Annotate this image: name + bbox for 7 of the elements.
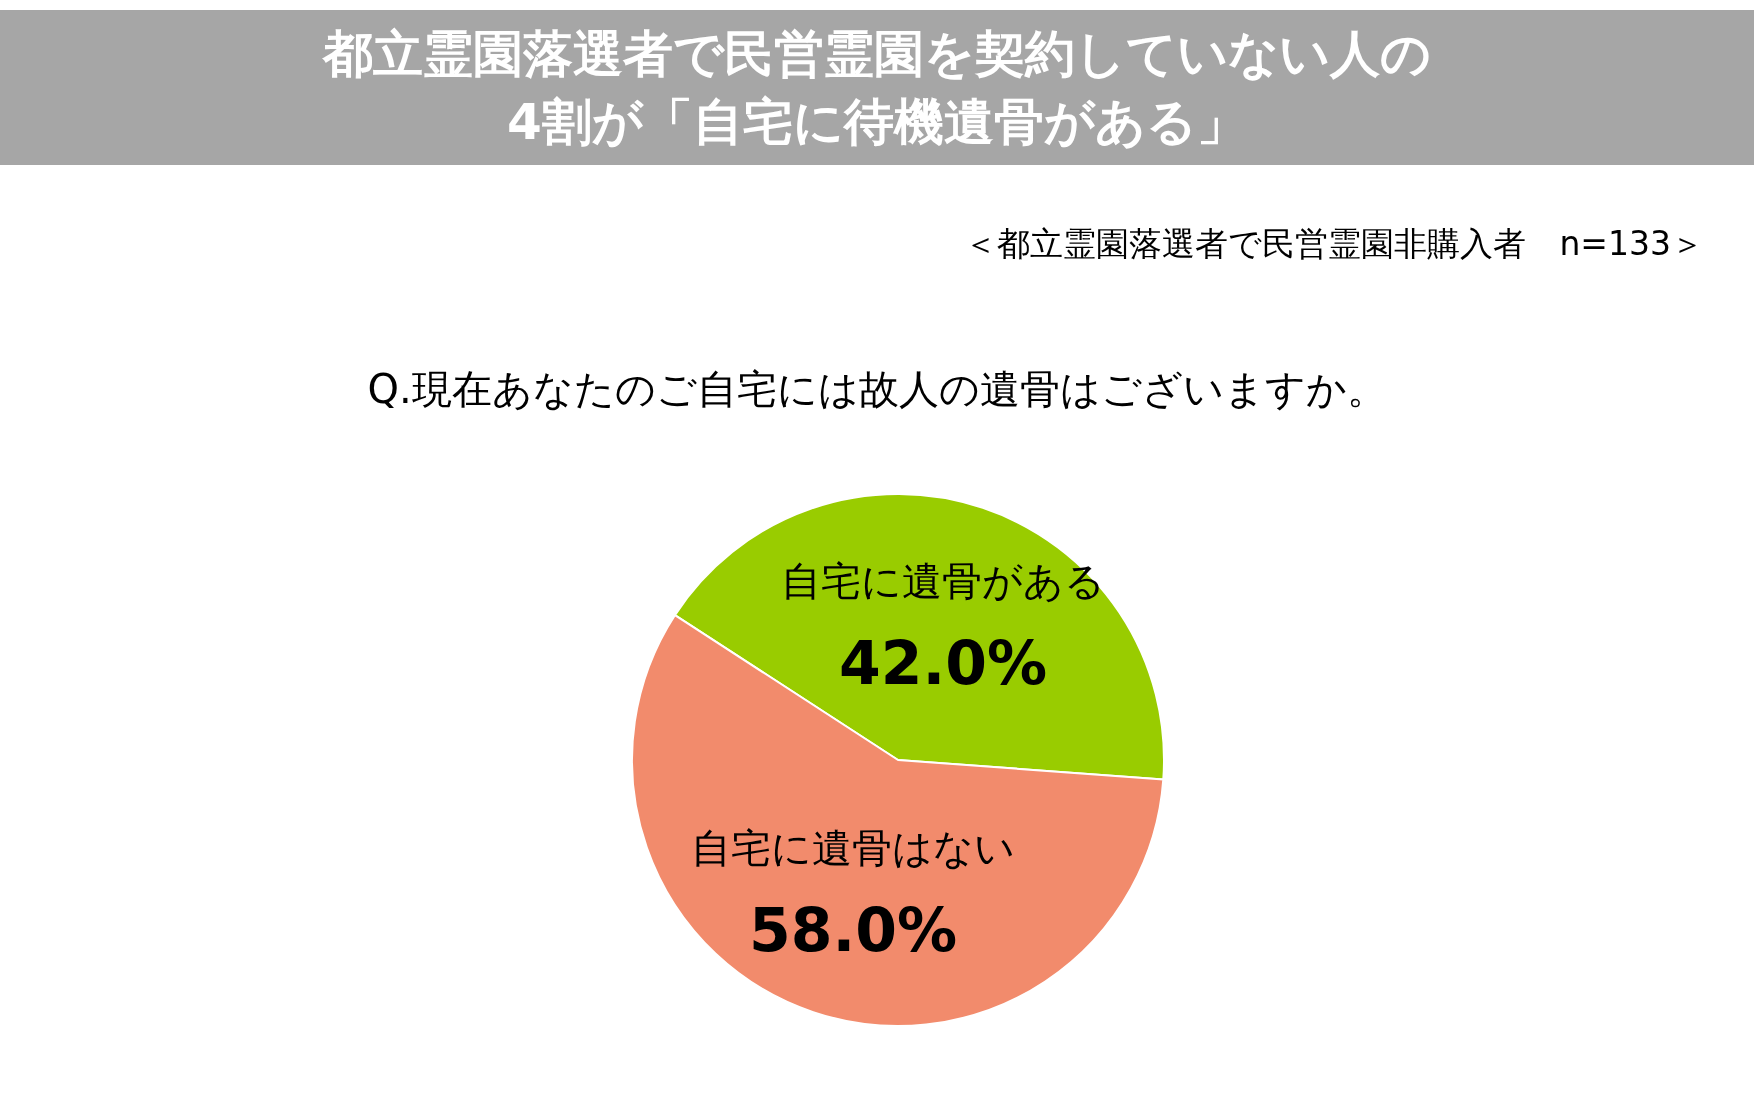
- chart-title: 都立霊園落選者で民営霊園を契約していない人の 4割が「自宅に待機遺骨がある」: [0, 10, 1754, 165]
- data-label: 58.0%: [748, 895, 958, 966]
- slice-label: 自宅に遺骨はない: [691, 825, 1016, 872]
- slice-label: 自宅に遺骨がある: [780, 557, 1105, 604]
- data-label: 42.0%: [838, 627, 1048, 698]
- chart-subtitle: Q.現在あなたのご自宅には故人の遺骨はございますか。: [366, 365, 1388, 414]
- text: ＜都立霊園落選者で民営霊園非購入者 n=133＞: [964, 223, 1704, 265]
